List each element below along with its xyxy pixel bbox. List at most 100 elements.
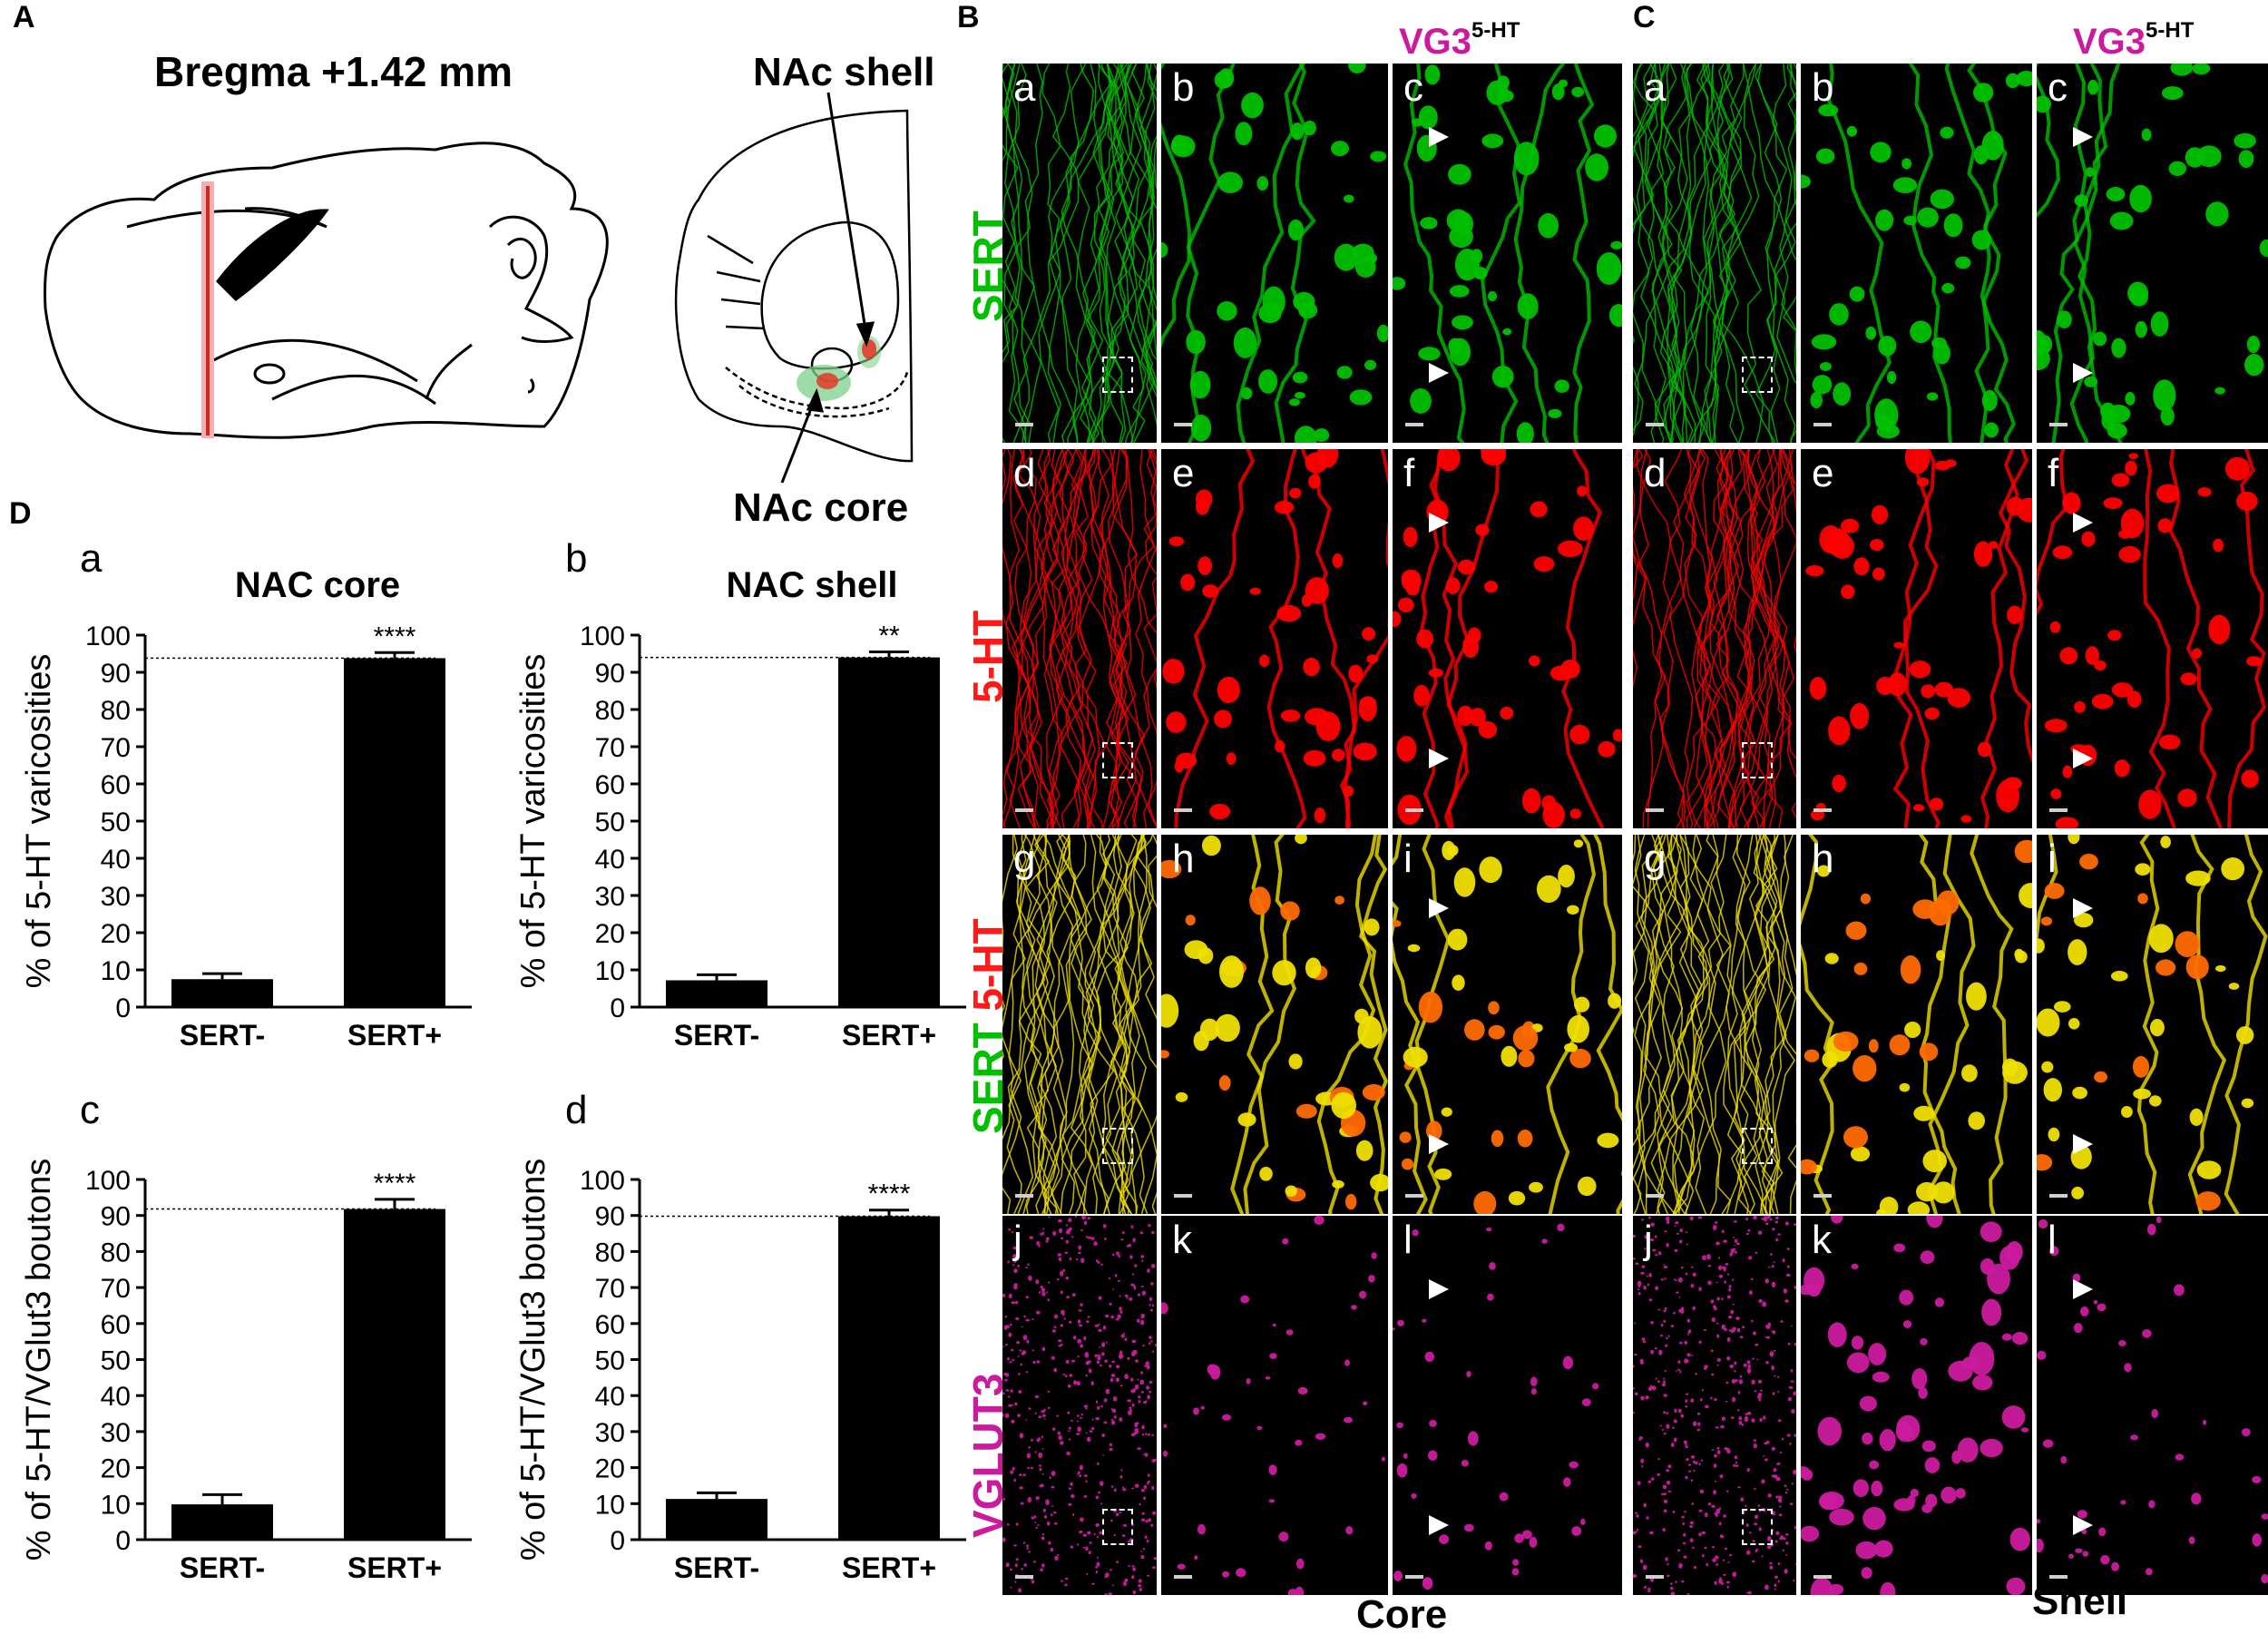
varicosity — [2186, 954, 2209, 979]
varicosity — [1437, 449, 1460, 472]
varicosity — [1108, 1592, 1112, 1595]
varicosity — [1413, 685, 1430, 707]
varicosity — [1191, 415, 1211, 442]
varicosity — [1087, 1437, 1091, 1443]
varicosity — [2068, 939, 2087, 965]
varicosity — [1439, 1534, 1449, 1544]
varicosity — [1070, 1420, 1073, 1422]
varicosity — [2044, 1078, 2062, 1101]
varicosity — [1787, 1266, 1790, 1268]
varicosity — [2156, 959, 2175, 975]
varicosity — [1683, 1542, 1686, 1545]
varicosity — [1755, 1344, 1758, 1346]
varicosity — [2215, 965, 2226, 972]
varicosity — [1152, 1512, 1156, 1515]
varicosity — [1784, 1484, 1787, 1487]
varicosity — [1788, 1397, 1792, 1402]
varicosity — [1150, 1341, 1153, 1343]
y-tick-label: 10 — [101, 956, 131, 986]
varicosity — [1791, 1409, 1795, 1414]
y-tick-label: 10 — [595, 956, 625, 986]
varicosity — [1908, 1201, 1930, 1214]
varicosity — [1665, 1370, 1667, 1372]
varicosity — [1058, 1339, 1062, 1342]
varicosity — [1412, 1229, 1418, 1236]
varicosity — [1558, 865, 1575, 887]
varicosity — [1753, 1216, 1757, 1219]
varicosity — [1011, 1404, 1013, 1406]
varicosity — [1332, 749, 1345, 761]
varicosity — [1062, 1374, 1065, 1375]
significance-stars: **** — [374, 621, 416, 651]
varicosity — [1696, 1429, 1700, 1432]
varicosity — [1701, 1460, 1703, 1462]
varicosity — [1151, 1459, 1155, 1463]
y-tick-label: 20 — [595, 1454, 625, 1484]
varicosity — [1099, 1346, 1100, 1347]
varicosity — [1920, 1042, 1939, 1061]
sagittal-brain-outline — [45, 143, 608, 437]
varicosity — [1790, 1502, 1794, 1505]
fiber — [1002, 835, 1030, 1214]
fiber — [1970, 64, 2014, 443]
varicosity — [1727, 1296, 1731, 1299]
varicosity — [2041, 916, 2052, 925]
varicosity — [1534, 556, 1555, 572]
varicosity — [2175, 931, 2200, 957]
varicosity — [1665, 1345, 1667, 1347]
varicosity — [1259, 655, 1269, 668]
varicosity — [1109, 1365, 1111, 1367]
varicosity — [1016, 1522, 1019, 1525]
varicosity — [1676, 1291, 1678, 1293]
varicosity — [1241, 93, 1264, 118]
varicosity — [1541, 795, 1556, 811]
varicosity — [2221, 857, 2244, 880]
chart-ylabel: % of 5-HT/VGlut3 boutons — [20, 1159, 58, 1561]
varicosity — [1690, 1284, 1694, 1287]
varicosity — [1758, 1380, 1762, 1384]
varicosity — [1005, 1344, 1008, 1346]
fiber — [1042, 64, 1078, 443]
varicosity — [2097, 1304, 2106, 1312]
significance-stars: **** — [868, 1179, 911, 1209]
varicosity — [2147, 1224, 2156, 1236]
varicosity — [1782, 1438, 1784, 1441]
varicosity — [1774, 1589, 1776, 1590]
varicosity — [1640, 1459, 1644, 1463]
varicosity — [1080, 1257, 1084, 1263]
varicosity — [1359, 1291, 1366, 1299]
varicosity — [2092, 694, 2114, 709]
varicosity — [1538, 213, 1559, 239]
fiber — [2226, 835, 2266, 1214]
varicosity — [1784, 1299, 1789, 1303]
varicosity — [1725, 1548, 1727, 1550]
varicosity — [1040, 1568, 1043, 1571]
varicosity — [1853, 1479, 1869, 1497]
varicosity — [1085, 1547, 1089, 1551]
varicosity — [2015, 840, 2032, 864]
varicosity — [1045, 1500, 1050, 1506]
varicosity — [1013, 1268, 1018, 1273]
coronal-cut-marker — [201, 181, 214, 438]
y-tick-label: 100 — [85, 621, 131, 651]
varicosity — [1291, 122, 1305, 140]
varicosity — [1202, 836, 1221, 856]
varicosity — [1085, 1433, 1087, 1434]
varicosity — [1138, 1395, 1140, 1398]
varicosity — [1518, 1050, 1534, 1067]
varicosity — [1663, 1264, 1665, 1266]
varicosity — [1847, 1352, 1870, 1373]
fiber — [1563, 449, 1607, 828]
varicosity — [1801, 175, 1811, 189]
varicosity — [1219, 1075, 1231, 1091]
varicosity — [1643, 1565, 1647, 1571]
varicosity — [1066, 1452, 1070, 1455]
varicosity — [1051, 1486, 1055, 1489]
varicosity — [1011, 1349, 1013, 1352]
varicosity — [1128, 1565, 1130, 1567]
varicosity — [1740, 1336, 1744, 1338]
varicosity — [1171, 135, 1188, 155]
varicosity — [1140, 1555, 1144, 1559]
y-tick-label: 60 — [101, 770, 131, 800]
varicosity — [1147, 1482, 1149, 1484]
